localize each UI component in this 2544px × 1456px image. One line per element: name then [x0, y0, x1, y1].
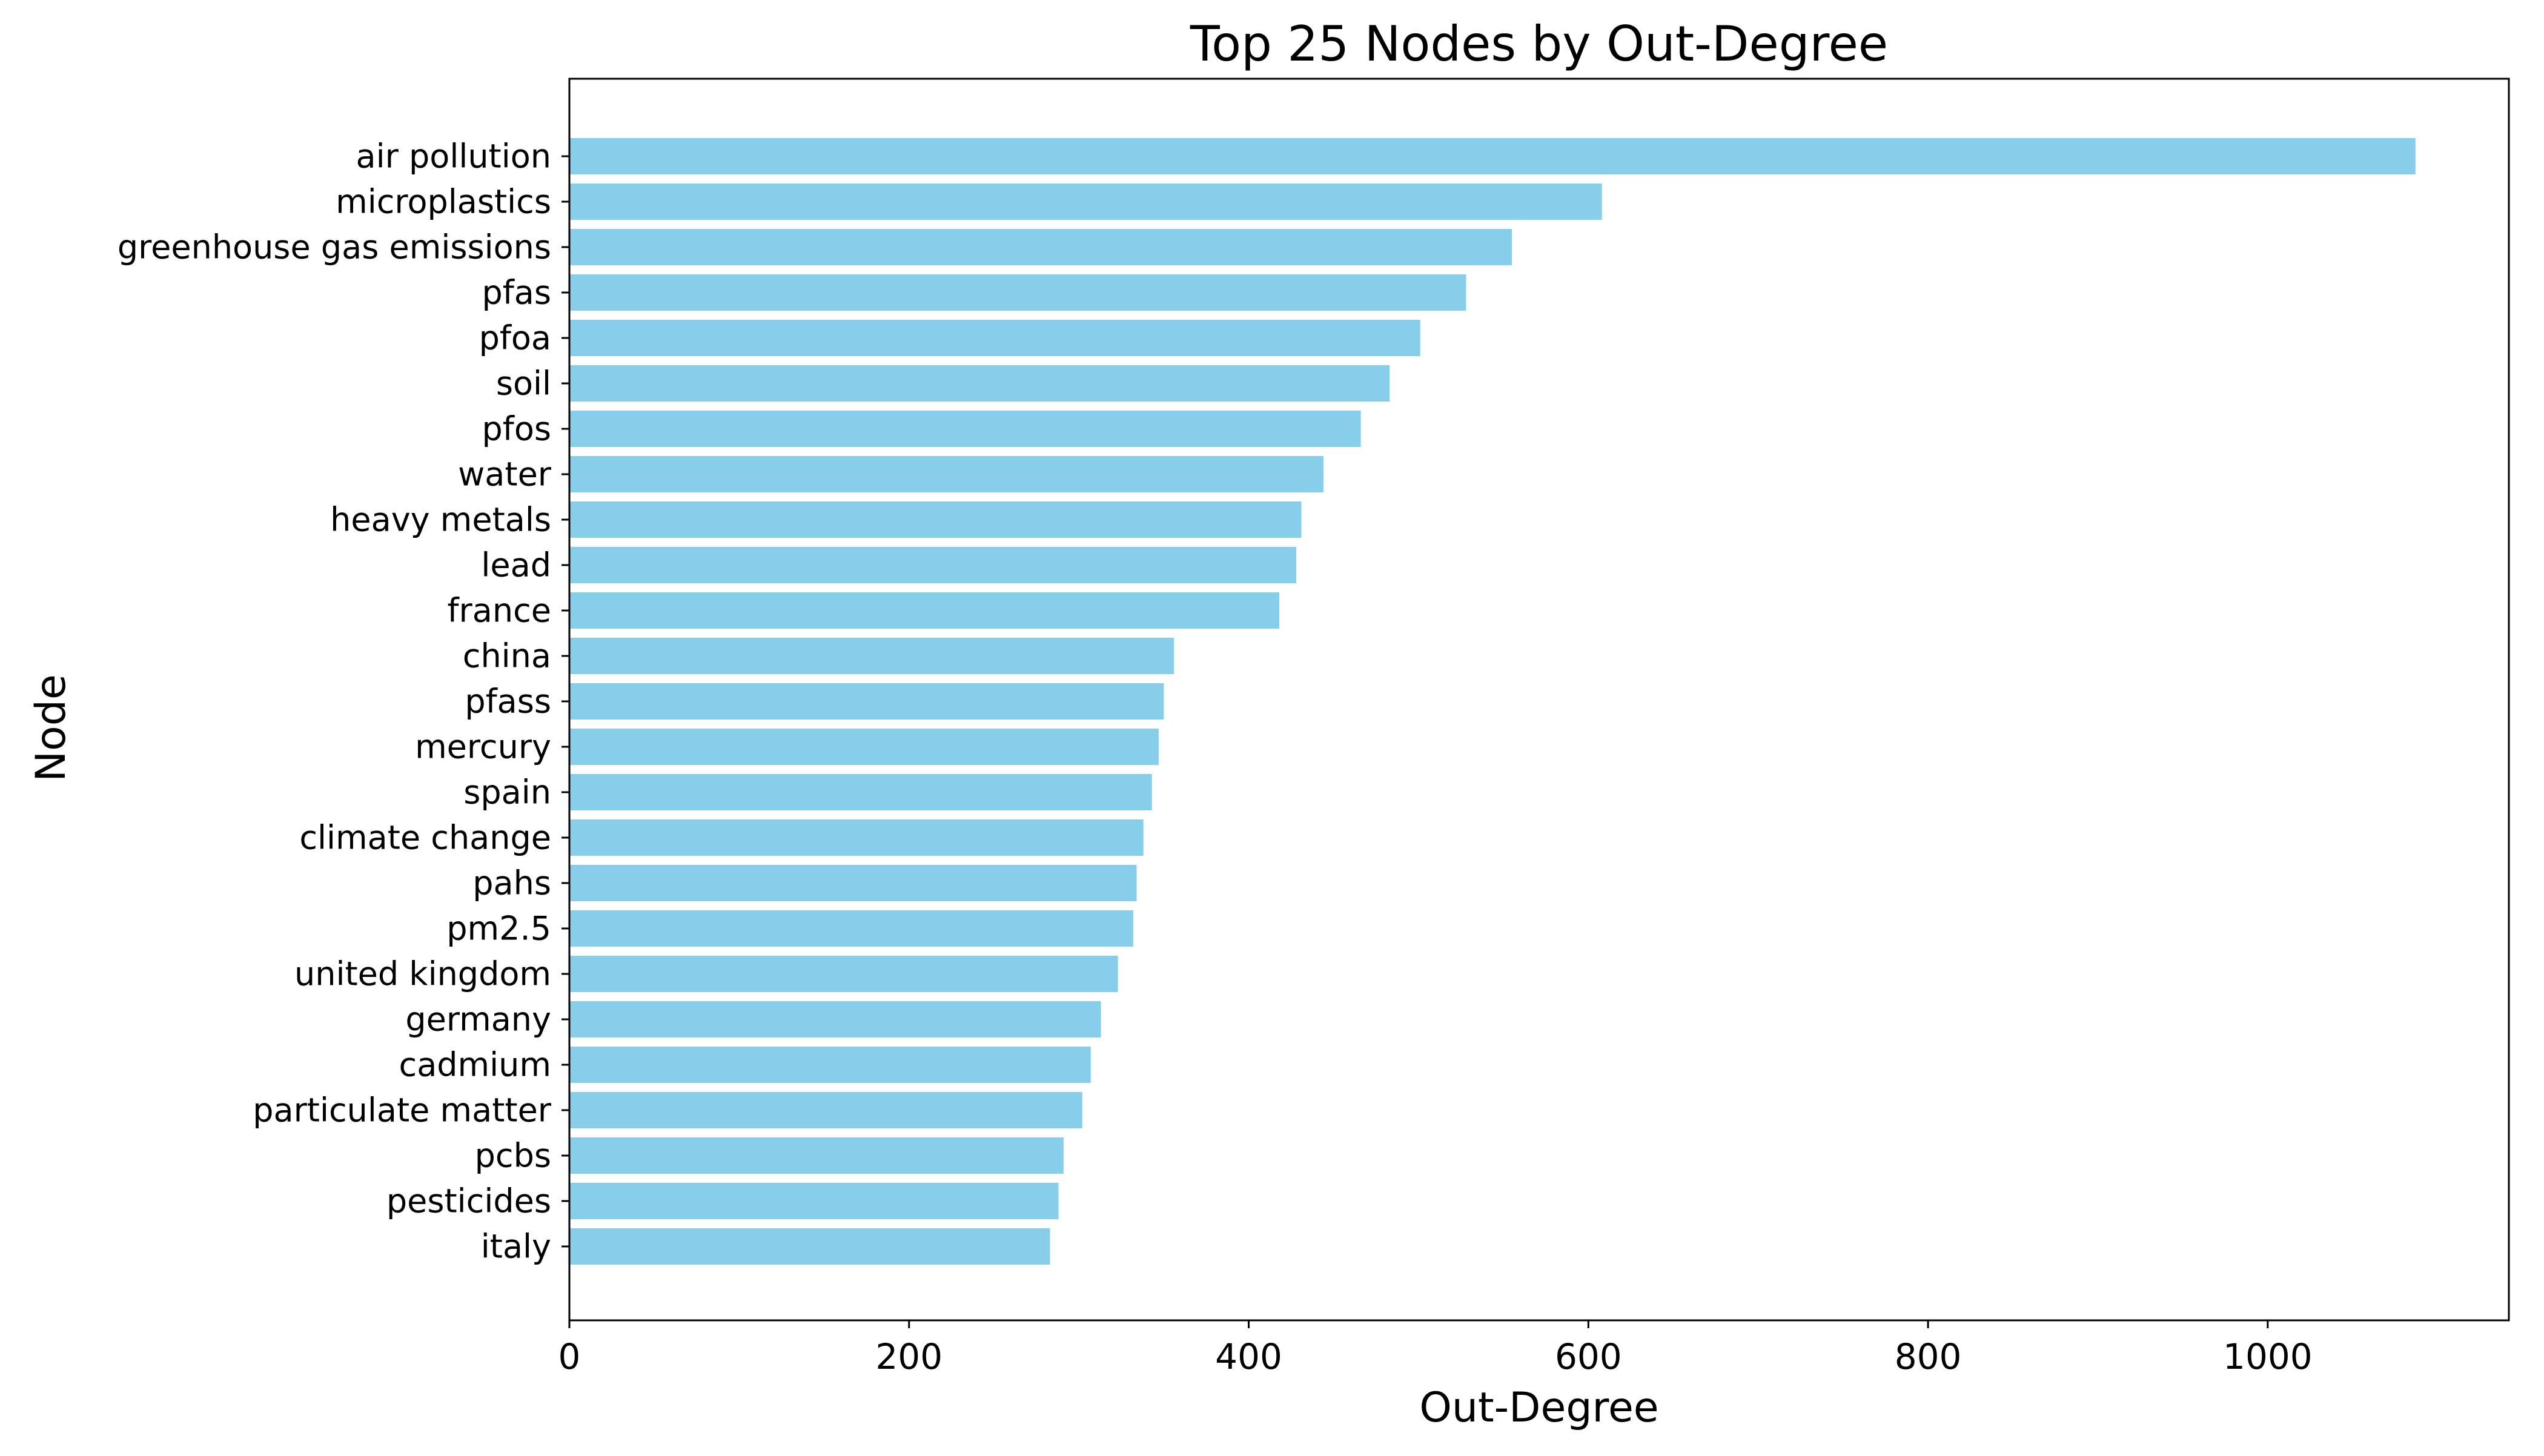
- y-tick-label: mercury: [415, 728, 551, 766]
- bar: [569, 1228, 1050, 1265]
- bar: [569, 683, 1164, 720]
- y-tick-label: cadmium: [399, 1046, 552, 1084]
- y-tick-label: china: [463, 637, 551, 675]
- y-tick-label: pcbs: [475, 1137, 551, 1175]
- bar: [569, 1183, 1059, 1219]
- x-tick-label: 400: [1215, 1336, 1282, 1377]
- bar: [569, 1047, 1091, 1083]
- bar: [569, 1001, 1101, 1037]
- y-tick-label: germany: [405, 1001, 551, 1039]
- bar: [569, 865, 1137, 901]
- y-tick-label: particulate matter: [253, 1091, 552, 1130]
- bar: [569, 320, 1420, 356]
- y-tick-label: greenhouse gas emissions: [118, 228, 551, 266]
- y-tick-label: pesticides: [386, 1182, 551, 1220]
- bars-group: [569, 138, 2416, 1265]
- y-tick-label: pfoa: [479, 319, 551, 357]
- y-tick-label: pm2.5: [446, 910, 551, 948]
- bar: [569, 184, 1602, 220]
- y-tick-label: france: [448, 592, 551, 630]
- x-axis-ticks: 0 200 400 600 800 1000: [558, 1320, 2313, 1377]
- bar: [569, 456, 1323, 492]
- y-tick-label: pahs: [472, 864, 551, 902]
- bar: [569, 729, 1159, 765]
- y-tick-label: climate change: [299, 819, 551, 857]
- y-tick-label: heavy metals: [330, 501, 551, 539]
- y-tick-label: water: [458, 455, 552, 494]
- y-axis-label: Node: [27, 674, 75, 781]
- y-tick-label: pfass: [465, 683, 551, 721]
- y-tick-label: pfas: [482, 274, 551, 312]
- bar: [569, 956, 1118, 992]
- y-tick-label: lead: [481, 546, 551, 584]
- bar: [569, 138, 2416, 174]
- bar: [569, 1137, 1064, 1174]
- bar: [569, 411, 1361, 447]
- y-tick-label: pfos: [482, 410, 551, 448]
- plot-area-frame: [568, 78, 2510, 1322]
- bar: [569, 638, 1174, 674]
- bar: [569, 819, 1144, 856]
- x-tick-label: 0: [558, 1336, 581, 1377]
- bar: [569, 274, 1466, 311]
- chart-title: Top 25 Nodes by Out-Degree: [1190, 16, 1888, 72]
- y-tick-label: spain: [463, 773, 551, 812]
- y-axis-ticks: air pollution microplastics greenhouse gas…: [118, 137, 569, 1266]
- y-tick-label: united kingdom: [294, 955, 551, 993]
- bar: [569, 774, 1152, 810]
- x-tick-label: 600: [1555, 1336, 1622, 1377]
- bar: [569, 501, 1302, 538]
- x-tick-label: 200: [875, 1336, 942, 1377]
- x-tick-label: 800: [1895, 1336, 1962, 1377]
- bar: [569, 592, 1280, 629]
- x-axis-label: Out-Degree: [1419, 1384, 1658, 1432]
- bar: [569, 365, 1390, 402]
- y-tick-label: italy: [481, 1228, 551, 1266]
- y-tick-label: microplastics: [336, 183, 551, 221]
- x-tick-label: 1000: [2223, 1336, 2313, 1377]
- bar: [569, 910, 1133, 947]
- y-tick-label: soil: [496, 365, 551, 403]
- bar: [569, 229, 1512, 265]
- bar: [569, 1092, 1082, 1128]
- y-tick-label: air pollution: [356, 137, 551, 176]
- bar: [569, 547, 1297, 583]
